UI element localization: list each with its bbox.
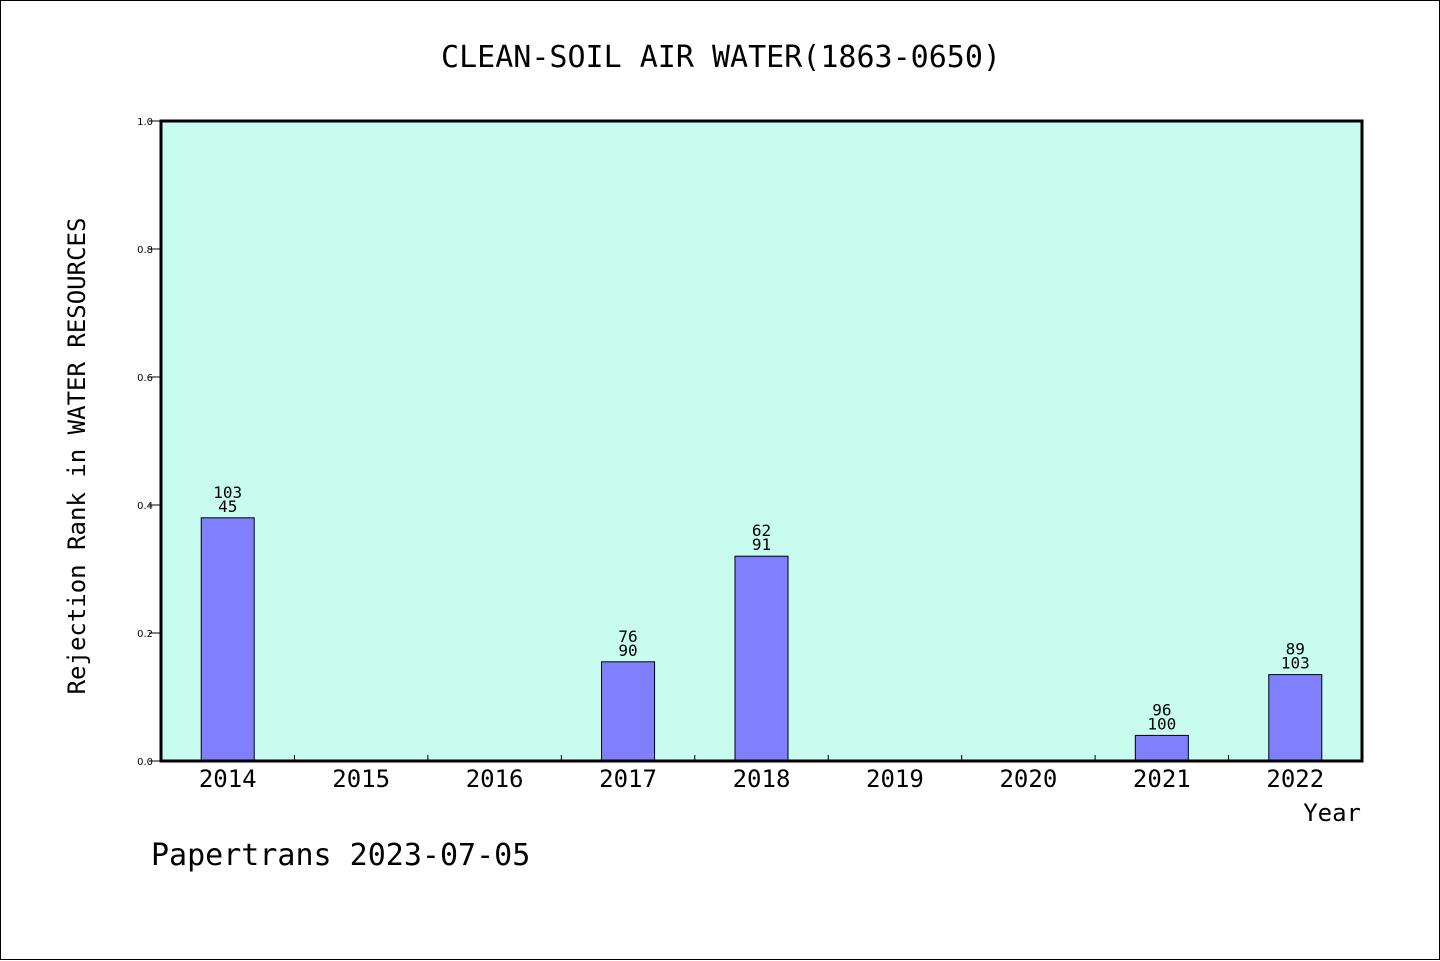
bar xyxy=(734,555,789,762)
x-tick-label: 2018 xyxy=(733,765,791,793)
y-tick-label: 1.0 xyxy=(137,117,153,128)
chart-title: CLEAN-SOIL AIR WATER(1863-0650) xyxy=(441,40,1001,75)
y-axis-ticks: 0.0 0.2 0.4 0.6 0.8 1.0 xyxy=(137,117,161,768)
bar-data-label: 89 xyxy=(1286,640,1305,659)
bar-data-label: 91 xyxy=(752,535,771,554)
bar xyxy=(601,661,656,762)
bar-data-label: 76 xyxy=(618,627,637,646)
bar-data-label: 45 xyxy=(218,497,237,516)
bar-data-label: 96 xyxy=(1152,700,1171,719)
x-tick-label: 2017 xyxy=(599,765,657,793)
bar xyxy=(200,517,255,762)
x-tick-label: 2014 xyxy=(199,765,257,793)
bar-data-label: 103 xyxy=(213,483,242,502)
bars-group xyxy=(200,517,1323,762)
y-tick-label: 0.0 xyxy=(137,757,153,768)
y-tick-label: 0.6 xyxy=(137,373,153,384)
x-tick-label: 2021 xyxy=(1133,765,1191,793)
x-tick-label: 2022 xyxy=(1266,765,1324,793)
y-tick-label: 0.2 xyxy=(137,629,153,640)
bar xyxy=(1134,734,1189,762)
x-axis-ticks: 2014 2015 2016 2017 2018 2019 2020 2021 2022 xyxy=(199,755,1324,793)
x-tick-label: 2016 xyxy=(466,765,524,793)
footer-text: Papertrans 2023-07-05 xyxy=(151,838,530,873)
bar-data-label: 90 xyxy=(618,641,637,660)
x-tick-label: 2020 xyxy=(999,765,1057,793)
bar-data-label: 103 xyxy=(1281,654,1310,673)
y-axis-label: Rejection Rank in WATER RESOURCES xyxy=(63,218,91,695)
y-tick-label: 0.4 xyxy=(137,501,153,512)
bar xyxy=(1268,674,1323,762)
bar-data-label: 100 xyxy=(1147,714,1176,733)
x-tick-label: 2015 xyxy=(332,765,390,793)
x-axis-label: Year xyxy=(1303,799,1361,827)
x-tick-label: 2019 xyxy=(866,765,924,793)
y-tick-label: 0.8 xyxy=(137,245,153,256)
bar-data-label: 62 xyxy=(752,521,771,540)
plot-border xyxy=(159,119,1364,763)
